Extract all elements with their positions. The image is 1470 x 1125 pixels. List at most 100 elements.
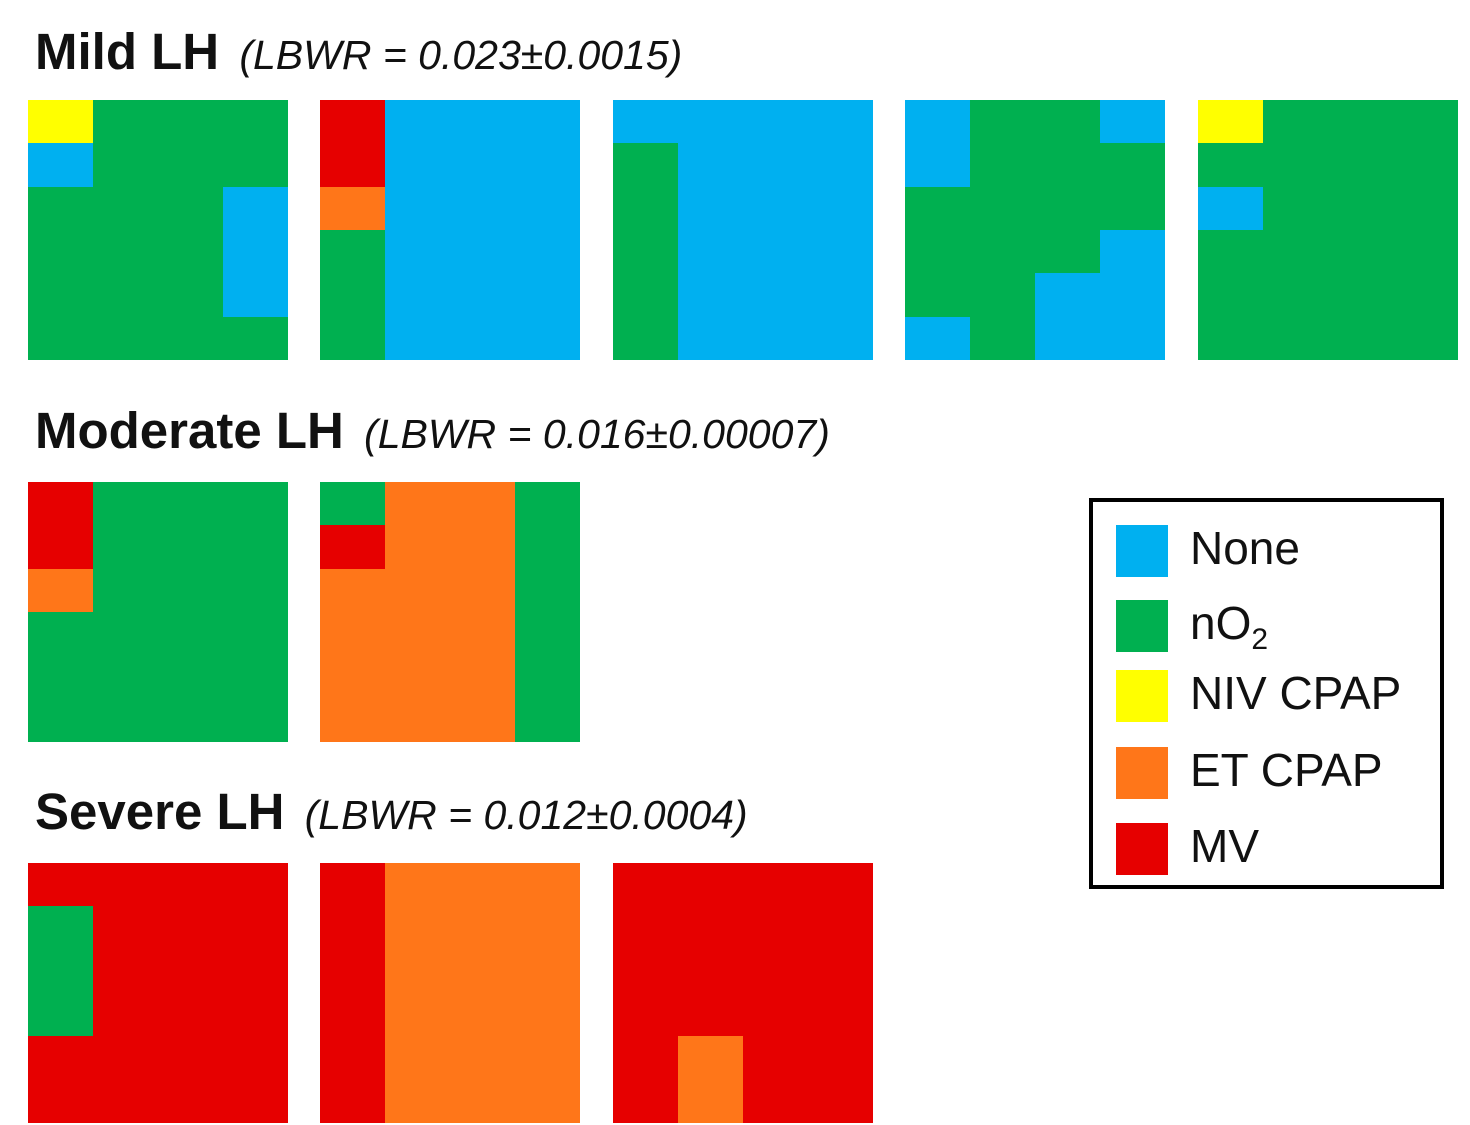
heatmap-cell [613,229,678,274]
heatmap-cell [743,229,808,274]
heatmap-cell [28,143,93,187]
heatmap-cell [1100,316,1165,360]
heatmap-cell [28,100,93,144]
heatmap-cell [223,1079,288,1123]
heatmap-cell [1263,273,1328,317]
heatmap-cell [385,568,450,612]
heatmap-cell [385,1079,450,1123]
legend-swatch [1116,670,1168,722]
heatmap-cell [93,143,158,187]
heatmap-cell [1263,229,1328,274]
heatmap-cell [808,100,873,144]
heatmap-cell [1393,186,1458,230]
heatmap-cell [93,186,158,230]
heatmap-cell [320,611,385,656]
heatmap-cell [1328,100,1393,144]
heatmap-cell [223,611,288,656]
heatmap-cell [613,992,678,1037]
heatmap-cell [93,611,158,656]
heatmap-cell [320,143,385,187]
heatmap-cell [450,863,515,907]
group-subtitle: (LBWR = 0.012±0.0004) [304,792,748,838]
heatmap-cell [515,186,580,230]
heatmap-cell [905,229,970,274]
heatmap-cell [385,863,450,907]
legend-item-none: None [1116,522,1300,577]
heatmap-cell [28,1079,93,1123]
heatmap-cell [93,863,158,907]
heatmap-cell [1198,186,1263,230]
heatmap-cell [905,273,970,317]
group-title-severe: Severe LH (LBWR = 0.012±0.0004) [35,786,748,837]
heatmap-cell [223,698,288,742]
heatmap-cell [93,1079,158,1123]
heatmap-cell [678,316,743,360]
heatmap-cell [320,100,385,144]
heatmap-cell [223,229,288,274]
heatmap-cell [678,992,743,1037]
legend-label: None [1190,521,1300,574]
heatmap-cell [158,482,223,526]
legend-label: ET CPAP [1190,743,1383,796]
heatmap-cell [743,1079,808,1123]
heatmap-cell [93,1036,158,1080]
heatmap-cell [613,1079,678,1123]
heatmap-cell [905,186,970,230]
heatmap-cell [1393,143,1458,187]
heatmap-cell [320,316,385,360]
heatmap-cell [223,273,288,317]
heatmap-grid [613,100,873,360]
heatmap-cell [1263,100,1328,144]
heatmap-cell [223,655,288,699]
heatmap-cell [223,143,288,187]
heatmap-cell [743,1036,808,1080]
heatmap-cell [385,949,450,993]
heatmap-cell [613,863,678,907]
heatmap-cell [450,525,515,569]
heatmap-cell [1198,100,1263,144]
heatmap-cell [28,525,93,569]
heatmap-cell [450,273,515,317]
group-subtitle: (LBWR = 0.023±0.0015) [239,32,683,78]
heatmap-cell [1198,316,1263,360]
heatmap-cell [808,906,873,950]
heatmap-cell [1393,316,1458,360]
heatmap-cell [93,482,158,526]
heatmap-cell [385,611,450,656]
heatmap-cell [450,100,515,144]
heatmap-cell [678,273,743,317]
heatmap-cell [320,482,385,526]
heatmap-cell [1198,229,1263,274]
heatmap-cell [515,698,580,742]
heatmap-cell [223,949,288,993]
heatmap-cell [158,863,223,907]
heatmap-cell [1393,100,1458,144]
heatmap-cell [613,316,678,360]
heatmap-cell [320,1036,385,1080]
heatmap-cell [450,655,515,699]
heatmap-cell [743,100,808,144]
heatmap-cell [450,229,515,274]
heatmap-grid [320,100,580,360]
heatmap-cell [613,949,678,993]
heatmap-cell [93,949,158,993]
heatmap-cell [1393,273,1458,317]
heatmap-cell [158,655,223,699]
heatmap-cell [385,316,450,360]
heatmap-cell [743,273,808,317]
heatmap-cell [1328,186,1393,230]
group-title-text: Mild LH [35,23,220,80]
heatmap-cell [1263,143,1328,187]
heatmap-cell [385,186,450,230]
heatmap-cell [1328,316,1393,360]
heatmap-cell [223,186,288,230]
heatmap-cell [28,863,93,907]
heatmap-cell [28,482,93,526]
heatmap-cell [808,1036,873,1080]
heatmap-cell [385,906,450,950]
heatmap-cell [1328,229,1393,274]
heatmap-grid [905,100,1165,360]
heatmap-cell [515,906,580,950]
group-title-text: Severe LH [35,783,285,840]
heatmap-grid [1198,100,1458,360]
